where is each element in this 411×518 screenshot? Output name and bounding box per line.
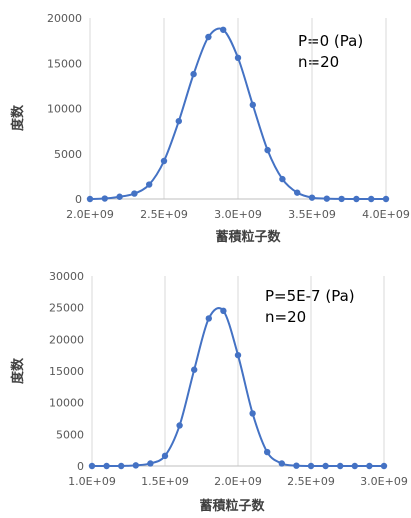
data-point [249, 410, 256, 417]
data-point [308, 194, 316, 201]
x-tick-label: 2.0E+09 [214, 475, 262, 488]
data-point [322, 462, 329, 470]
x-tick-label: 2.5E+09 [140, 208, 188, 221]
data-point [264, 448, 271, 456]
data-point [234, 54, 242, 62]
data-point [249, 101, 256, 109]
data-point [131, 190, 138, 197]
annotation-pressure: P=0 (Pa) [298, 32, 363, 50]
y-axis-label: 度数 [10, 104, 26, 131]
x-tick-label: 2.0E+09 [66, 208, 114, 221]
data-point [116, 193, 123, 200]
data-point [368, 195, 375, 203]
data-point [338, 195, 345, 203]
y-tick-label: 5000 [56, 428, 84, 441]
y-tick-label: 20000 [47, 12, 82, 25]
data-point [366, 462, 373, 470]
data-point [147, 460, 154, 467]
data-point [175, 117, 182, 125]
data-point [234, 351, 242, 359]
data-point [279, 175, 286, 183]
data-point [103, 462, 110, 470]
data-point [220, 307, 227, 315]
data-point [278, 460, 285, 467]
data-point [86, 195, 94, 203]
data-point [264, 146, 271, 154]
annotation-count: n=20 [298, 53, 339, 71]
x-tick-label: 3.0E+09 [214, 208, 262, 221]
data-point [132, 462, 139, 469]
data-point [190, 70, 197, 78]
annotation-count: n=20 [265, 308, 306, 326]
x-tick-label: 1.5E+09 [141, 475, 189, 488]
data-point [205, 315, 212, 322]
x-axis-label: 蓄積粒子数 [215, 229, 281, 245]
y-tick-label: 20000 [49, 333, 84, 346]
data-point [307, 462, 315, 470]
data-point [176, 422, 183, 429]
x-tick-label: 2.5E+09 [287, 475, 335, 488]
y-axis-label: 度数 [10, 357, 26, 384]
data-point [220, 26, 227, 33]
data-point [205, 33, 212, 41]
data-point [161, 452, 169, 460]
chart-panel-p0: 度数 蓄積粒子数 P=0 (Pa) n=20 2.0E+09 2.5E+09 3.0… [10, 12, 410, 245]
data-point [101, 195, 109, 202]
annotation-pressure: P=5E-7 (Pa) [265, 287, 355, 305]
y-tick-label: 0 [77, 460, 84, 473]
data-point [382, 195, 390, 203]
data-point [294, 189, 301, 196]
y-tick-label: 15000 [49, 365, 84, 378]
y-tick-label: 5000 [54, 148, 82, 161]
x-tick-label: 1.0E+09 [68, 475, 116, 488]
data-point [160, 157, 168, 165]
y-tick-label: 10000 [49, 397, 84, 410]
y-tick-label: 25000 [49, 302, 84, 315]
x-tick-label: 3.0E+09 [360, 475, 408, 488]
y-tick-label: 30000 [49, 270, 84, 283]
y-tick-label: 0 [75, 193, 82, 206]
y-tick-label: 15000 [47, 57, 82, 70]
chart-panel-p5e-7: 度数 蓄積粒子数 P=5E-7 (Pa) n=20 1.0E+09 1.5E+09… [10, 270, 408, 514]
data-point [323, 195, 330, 202]
x-tick-label: 3.5E+09 [288, 208, 336, 221]
data-point [146, 181, 153, 188]
x-axis-label: 蓄積粒子数 [199, 498, 265, 514]
data-point [88, 462, 96, 470]
data-point [293, 462, 300, 469]
data-point [351, 462, 358, 470]
data-point [337, 462, 344, 470]
data-point [118, 462, 125, 470]
data-point [353, 195, 360, 203]
x-tick-label: 4.0E+09 [362, 208, 410, 221]
data-point [191, 366, 198, 373]
data-point [380, 462, 388, 470]
y-tick-label: 10000 [47, 103, 82, 116]
